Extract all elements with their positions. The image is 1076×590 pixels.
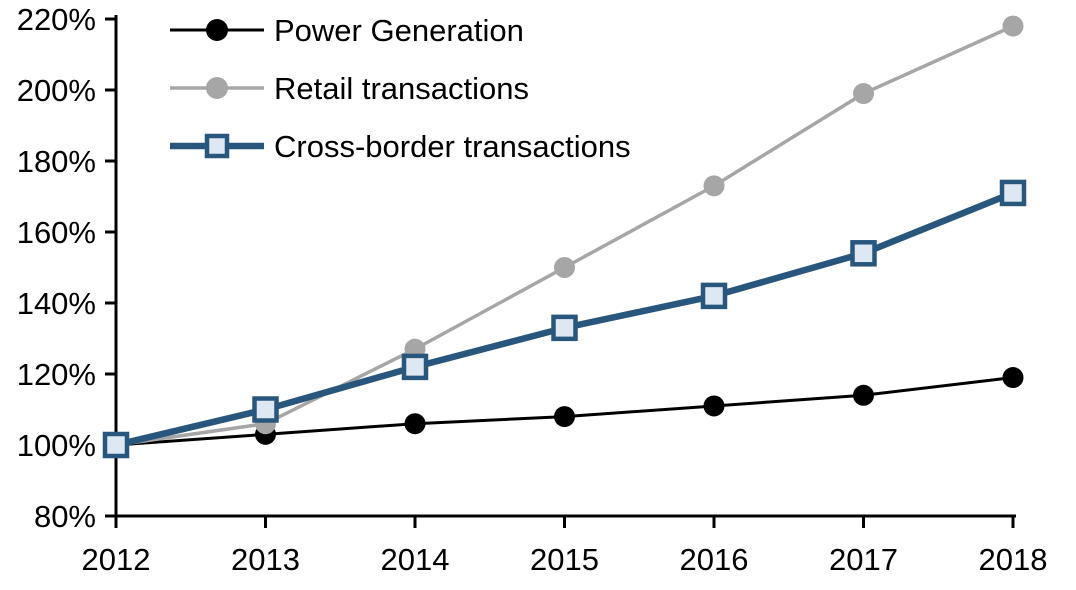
- y-tick-label: 180%: [17, 144, 96, 179]
- y-tick-label: 120%: [17, 357, 96, 392]
- series-power-generation: [105, 367, 1024, 456]
- y-tick-label: 220%: [17, 2, 96, 37]
- y-tick-label: 80%: [34, 499, 96, 534]
- circle-marker: [206, 77, 228, 99]
- square-marker: [999, 179, 1027, 207]
- x-tick-label: 2017: [829, 542, 898, 577]
- x-tick-label: 2015: [530, 542, 599, 577]
- square-marker: [401, 353, 429, 381]
- circle-marker: [554, 406, 575, 428]
- y-tick-label: 100%: [17, 428, 96, 463]
- x-tick-label: 2014: [381, 542, 450, 577]
- square-marker: [204, 133, 230, 159]
- square-marker: [700, 282, 728, 310]
- series-cross-border-transactions: [102, 179, 1027, 459]
- legend-item: Retail transactions: [170, 71, 529, 106]
- legend: Power Generation Retail transactions Cross…: [170, 13, 631, 164]
- series-retail-transactions: [105, 15, 1024, 456]
- legend-label: Cross-border transactions: [274, 129, 631, 164]
- circle-marker: [703, 175, 725, 197]
- square-marker: [102, 431, 130, 459]
- square-marker: [850, 240, 877, 267]
- circle-marker: [1002, 367, 1024, 389]
- circle-marker: [206, 19, 228, 41]
- square-marker: [252, 396, 279, 423]
- circle-marker: [1002, 15, 1024, 37]
- y-tick-label: 140%: [17, 286, 96, 321]
- y-tick-label: 200%: [17, 73, 96, 108]
- circle-marker: [404, 413, 426, 435]
- x-tick-label: 2018: [979, 542, 1048, 577]
- x-tick-label: 2016: [680, 542, 749, 577]
- legend-label: Power Generation: [274, 13, 524, 48]
- circle-marker: [554, 257, 575, 278]
- legend-item: Power Generation: [170, 13, 524, 48]
- circle-marker: [853, 384, 874, 406]
- x-tick-label: 2012: [82, 542, 151, 577]
- y-tick-label: 160%: [17, 215, 96, 250]
- legend-item: Cross-border transactions: [170, 129, 631, 164]
- square-marker: [551, 314, 578, 342]
- x-tick-label: 2013: [231, 542, 300, 577]
- legend-label: Retail transactions: [274, 71, 529, 106]
- circle-marker: [853, 83, 874, 105]
- circle-marker: [703, 395, 725, 417]
